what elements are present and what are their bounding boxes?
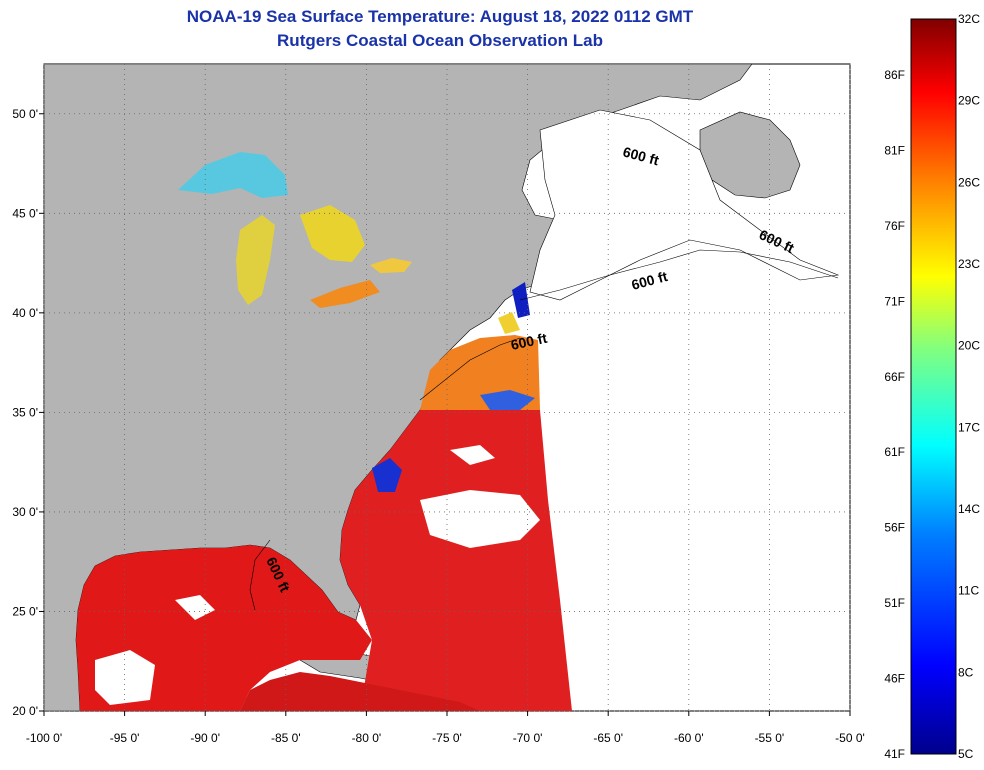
colorbar-fahrenheit-label: 66F bbox=[884, 370, 905, 384]
colorbar-fahrenheit-label: 51F bbox=[884, 596, 905, 610]
isobath-lines bbox=[249, 249, 839, 611]
colorbar-fahrenheit-label: 81F bbox=[884, 143, 905, 157]
colorbar-fahrenheit-label: 56F bbox=[884, 521, 905, 535]
sst-cold-patch-1 bbox=[372, 458, 402, 492]
sst-atlantic-south bbox=[340, 410, 572, 711]
cloud-atlantic-1 bbox=[420, 490, 540, 548]
lat-tick-label: 45 0' bbox=[12, 206, 38, 220]
lon-tick-label: -60 0' bbox=[674, 731, 704, 745]
lake-ontario bbox=[370, 258, 412, 273]
lake-superior bbox=[178, 152, 288, 198]
colorbar-fahrenheit-label: 61F bbox=[884, 445, 905, 459]
cloud-gulf-2 bbox=[175, 595, 215, 620]
colorbar-celsius-label: 17C bbox=[958, 420, 980, 434]
cloud-atlantic-2 bbox=[450, 445, 495, 465]
cloud-gulf-1 bbox=[95, 650, 155, 705]
lake-huron bbox=[300, 205, 365, 262]
sst-cape-cod bbox=[498, 312, 520, 334]
sst-cold-patch-2 bbox=[480, 390, 535, 410]
colorbar-celsius-label: 8C bbox=[958, 665, 974, 679]
lon-tick-label: -50 0' bbox=[835, 731, 865, 745]
longitude-ticks: -100 0' -95 0' -90 0' -85 0' -80 0' -75 0' -70… bbox=[26, 711, 865, 745]
lat-tick-label: 35 0' bbox=[12, 405, 38, 419]
colorbar-fahrenheit-label: 76F bbox=[884, 219, 905, 233]
lon-tick-label: -65 0' bbox=[593, 731, 623, 745]
colorbar-fahrenheit-label: 41F bbox=[884, 747, 905, 761]
lon-tick-label: -80 0' bbox=[352, 731, 382, 745]
lon-tick-label: -95 0' bbox=[110, 731, 140, 745]
lat-tick-label: 40 0' bbox=[12, 306, 38, 320]
latitude-ticks: 20 0' 25 0' 30 0' 35 0' 40 0' 45 0' 50 0' bbox=[12, 107, 44, 718]
colorbar-celsius-label: 5C bbox=[958, 747, 974, 761]
isobath-label-4: 600 ft bbox=[509, 330, 548, 353]
colorbar-celsius-label: 11C bbox=[958, 584, 979, 598]
lat-tick-label: 25 0' bbox=[12, 604, 38, 618]
lon-tick-label: -100 0' bbox=[26, 731, 62, 745]
lon-tick-label: -90 0' bbox=[190, 731, 220, 745]
colorbar-celsius-labels: 32C 29C 26C 23C 20C 17C 14C 11C 8C 5C bbox=[958, 12, 980, 761]
colorbar-fahrenheit-label: 46F bbox=[884, 672, 905, 686]
chart-title: NOAA-19 Sea Surface Temperature: August … bbox=[186, 7, 694, 26]
colorbar-celsius-label: 23C bbox=[958, 257, 980, 271]
lon-tick-label: -85 0' bbox=[271, 731, 301, 745]
lake-erie bbox=[310, 280, 380, 308]
colorbar-celsius-label: 26C bbox=[958, 175, 980, 189]
colorbar-fahrenheit-label: 71F bbox=[884, 294, 905, 308]
lake-michigan bbox=[236, 215, 275, 305]
chart-subtitle: Rutgers Coastal Ocean Observation Lab bbox=[277, 31, 603, 50]
lat-tick-label: 30 0' bbox=[12, 505, 38, 519]
lat-tick-label: 50 0' bbox=[12, 107, 38, 121]
shelf-region bbox=[529, 109, 840, 301]
sst-caribbean bbox=[240, 672, 480, 711]
colorbar-celsius-label: 32C bbox=[958, 12, 980, 26]
colorbar bbox=[910, 18, 957, 755]
colorbar-celsius-label: 20C bbox=[958, 339, 980, 353]
lat-tick-label: 20 0' bbox=[12, 704, 38, 718]
colorbar-celsius-label: 14C bbox=[958, 502, 980, 516]
colorbar-celsius-label: 29C bbox=[958, 94, 980, 108]
lon-tick-label: -75 0' bbox=[432, 731, 462, 745]
lon-tick-label: -70 0' bbox=[513, 731, 543, 745]
colorbar-fahrenheit-labels: 86F 81F 76F 71F 66F 61F 56F 51F 46F 41F bbox=[884, 68, 905, 761]
lon-tick-label: -55 0' bbox=[755, 731, 785, 745]
colorbar-fahrenheit-label: 86F bbox=[884, 68, 905, 82]
